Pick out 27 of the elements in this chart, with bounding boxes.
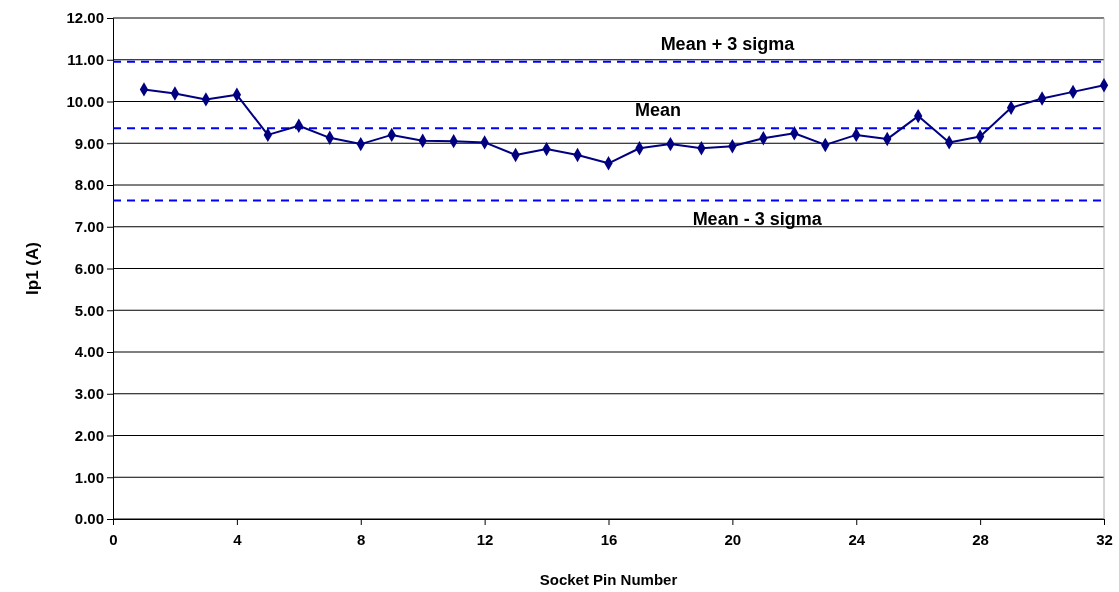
y-tick-label: 9.00 xyxy=(74,134,104,152)
y-tick-label: 12.00 xyxy=(66,9,104,27)
y-tick-label: 8.00 xyxy=(74,176,104,194)
ref-line-label: Mean - 3 sigma xyxy=(692,209,823,230)
ref-line-label: Mean + 3 sigma xyxy=(660,33,796,54)
y-tick-label: 2.00 xyxy=(74,426,104,444)
x-tick-label: 4 xyxy=(233,530,243,548)
y-tick-label: 1.00 xyxy=(74,468,104,486)
x-tick-label: 28 xyxy=(972,530,989,548)
x-tick-label: 20 xyxy=(724,530,742,548)
y-tick-label: 0.00 xyxy=(74,510,104,528)
x-tick-label: 24 xyxy=(848,530,866,548)
x-tick-label: 32 xyxy=(1096,530,1113,548)
y-axis-title: Ip1 (A) xyxy=(23,242,42,295)
y-tick-label: 7.00 xyxy=(74,218,104,236)
y-tick-label: 6.00 xyxy=(74,259,104,277)
y-tick-label: 3.00 xyxy=(74,385,104,403)
y-tick-label: 5.00 xyxy=(74,301,104,319)
ref-line-label: Mean xyxy=(635,100,682,121)
y-tick-label: 10.00 xyxy=(66,92,104,110)
x-tick-label: 12 xyxy=(476,530,494,548)
x-tick-label: 8 xyxy=(357,530,366,548)
x-tick-label: 0 xyxy=(109,530,118,548)
x-axis-title: Socket Pin Number xyxy=(539,571,678,588)
x-tick-label: 16 xyxy=(600,530,618,548)
y-tick-label: 11.00 xyxy=(67,51,104,69)
y-tick-label: 4.00 xyxy=(74,343,104,361)
